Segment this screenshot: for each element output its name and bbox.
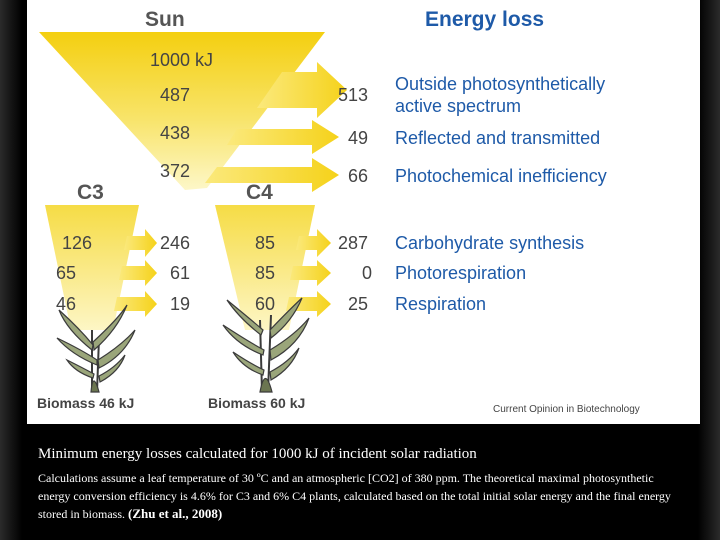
sun-step-value: 487 (160, 85, 191, 105)
sun-title: Sun (145, 8, 185, 31)
loss-label-photochemical: Photochemical inefficiency (395, 166, 607, 186)
c3-title: C3 (77, 181, 104, 204)
c3-loss-arrow-2 (119, 260, 157, 286)
sun-step-value: 372 (160, 161, 191, 181)
loss-label-reflected: Reflected and transmitted (395, 128, 601, 148)
c4-loss-arrow-2 (290, 260, 331, 286)
diagram-graphics (39, 32, 347, 393)
journal-credit: Current Opinion in Biotechnology (493, 404, 640, 415)
loss-value-reflected: 49 (348, 128, 369, 148)
c4-loss-value: 25 (348, 294, 369, 314)
loss-label-photorespiration: Photorespiration (395, 263, 527, 283)
c3-remaining-value: 46 (56, 294, 77, 314)
loss-arrow-66 (205, 158, 339, 192)
c3-funnel (45, 205, 139, 330)
sun-funnel (39, 32, 325, 190)
c3-biomass-label: Biomass 46 kJ (37, 395, 135, 411)
c4-loss-arrow-3 (286, 291, 331, 317)
c4-remaining-value: 85 (255, 263, 276, 283)
loss-value-photochemical: 66 (348, 166, 369, 186)
slide-caption: Minimum energy losses calculated for 100… (38, 446, 688, 523)
c4-biomass-label: Biomass 60 kJ (208, 395, 306, 411)
energy-loss-title: Energy loss (425, 8, 545, 31)
loss-arrow-513 (257, 62, 347, 118)
loss-arrow-49 (227, 120, 339, 154)
loss-label-outside-par-line2: active spectrum (395, 96, 522, 116)
c4-loss-value: 287 (338, 233, 369, 253)
energy-loss-diagram: Sun Energy loss 1000 kJ 487 438 372 513 … (27, 0, 700, 424)
loss-label-outside-par-line1: Outside photosynthetically (395, 74, 606, 94)
loss-value-outside-par: 513 (338, 85, 369, 105)
caption-title: Minimum energy losses calculated for 100… (38, 446, 477, 462)
sun-step-value: 438 (160, 123, 191, 143)
loss-label-carbohydrate: Carbohydrate synthesis (395, 233, 585, 253)
c3-remaining-value: 126 (62, 233, 93, 253)
c3-loss-value: 61 (170, 263, 191, 283)
incident-energy-value: 1000 kJ (150, 50, 214, 70)
c4-plant-illustration (222, 297, 310, 393)
c3-loss-arrow-1 (124, 229, 157, 257)
caption-text: Calculations assume a leaf temperature o… (38, 471, 671, 521)
c4-loss-arrow-1 (296, 229, 331, 257)
c3-loss-value: 246 (160, 233, 191, 253)
caption-body: Calculations assume a leaf temperature o… (38, 469, 688, 523)
c3-plant-illustration (56, 304, 136, 393)
loss-label-respiration: Respiration (395, 294, 487, 314)
c4-title: C4 (246, 181, 273, 204)
c4-loss-value: 0 (362, 263, 373, 283)
c4-remaining-value: 60 (255, 294, 276, 314)
c3-loss-value: 19 (170, 294, 191, 314)
caption-citation: (Zhu et al., 2008) (128, 506, 223, 521)
c4-remaining-value: 85 (255, 233, 276, 253)
c3-remaining-value: 65 (56, 263, 77, 283)
